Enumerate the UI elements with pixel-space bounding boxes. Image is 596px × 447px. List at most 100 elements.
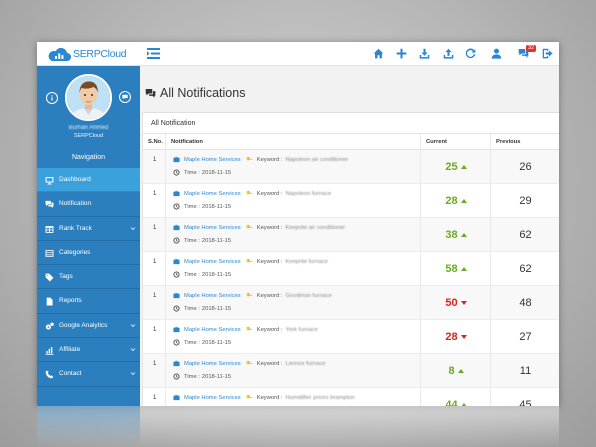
chevron-down-icon	[130, 347, 136, 353]
time-value: 2018-11-15	[201, 237, 232, 244]
current-rank: 25	[421, 150, 491, 184]
company-link[interactable]: Maple Home Services	[184, 190, 241, 197]
sidebar-item-contact[interactable]: Contact	[37, 362, 140, 387]
trend-up-icon	[457, 369, 464, 373]
table-row[interactable]: 1 Maple Home Services Keyword : Keeprite fu…	[143, 252, 559, 286]
table-row[interactable]: 1 Maple Home Services Keyword : Keeprite ai…	[143, 218, 559, 252]
table-row[interactable]: 1 Maple Home Services Keyword : Humidifier …	[143, 388, 559, 406]
brand-logo[interactable]: SERPCloud	[37, 42, 140, 66]
home-icon[interactable]	[373, 48, 384, 59]
clock-icon	[173, 203, 180, 210]
page-title: All Notifications	[145, 85, 245, 101]
current-rank: 8	[421, 354, 491, 388]
current-rank: 28	[421, 184, 491, 218]
info-icon[interactable]	[46, 92, 58, 104]
user-icon[interactable]	[491, 48, 502, 59]
notification-cell: Maple Home Services Keyword : Humidifier p…	[166, 388, 421, 406]
sidebar-item-rank-track[interactable]: Rank Track	[37, 217, 140, 241]
company-link[interactable]: Maple Home Services	[184, 360, 241, 367]
current-value: 28	[445, 195, 458, 207]
table-row[interactable]: 1 Maple Home Services Keyword : Lennox furn…	[143, 354, 559, 388]
time-label: Time :	[184, 237, 200, 244]
time-value: 2018-11-15	[201, 373, 232, 380]
table-row[interactable]: 1 Maple Home Services Keyword : York furnac…	[143, 320, 559, 354]
previous-cell: 62	[491, 218, 559, 252]
company-link[interactable]: Maple Home Services	[184, 326, 241, 333]
previous-cell: 26	[491, 150, 559, 184]
logout-icon[interactable]	[542, 48, 553, 59]
key-icon	[246, 360, 253, 367]
sidebar-item-notification[interactable]: Notification	[37, 192, 140, 217]
indent-menu-icon[interactable]	[147, 48, 160, 59]
notification-line: Maple Home Services Keyword : Napoleon air…	[173, 156, 348, 163]
desktop-icon	[45, 176, 54, 185]
trend-up-icon	[460, 403, 467, 406]
sidebar-item-affiliate[interactable]: Affiliate	[37, 338, 140, 363]
chat-icon[interactable]	[119, 91, 131, 103]
navigation-heading: Navigation	[71, 154, 106, 161]
notification-line: Maple Home Services Keyword : Keeprite fur…	[173, 258, 328, 265]
company-link[interactable]: Maple Home Services	[184, 292, 241, 299]
keyword-value: Lennox furnace	[285, 360, 326, 367]
trend-up-icon	[460, 199, 467, 203]
notification-cell: Maple Home Services Keyword : Lennox furna…	[166, 354, 421, 388]
sidebar-item-label: Reports	[59, 297, 82, 305]
sidebar-item-reports[interactable]: Reports	[37, 289, 140, 314]
company-link[interactable]: Maple Home Services	[184, 394, 241, 401]
company-link[interactable]: Maple Home Services	[184, 258, 241, 265]
phone-icon	[45, 370, 54, 379]
time-value: 2018-11-15	[201, 169, 232, 176]
time-line: Time :2018-11-15	[173, 203, 231, 210]
sidebar-item-tags[interactable]: Tags	[37, 265, 140, 290]
notification-cell: Maple Home Services Keyword : Napoleon fur…	[166, 184, 421, 218]
plus-icon[interactable]	[396, 48, 407, 59]
table-row[interactable]: 1 Maple Home Services Keyword : Napoleon ai…	[143, 150, 559, 184]
keyword-value: Keeprite air conditioner	[285, 224, 346, 231]
notification-line: Maple Home Services Keyword : Lennox furna…	[173, 360, 325, 367]
time-line: Time :2018-11-15	[173, 339, 231, 346]
briefcase-icon	[173, 326, 180, 333]
key-icon	[246, 326, 253, 333]
previous-value: 26	[519, 161, 532, 173]
time-line: Time :2018-11-15	[173, 305, 231, 312]
sidebar-item-dashboard[interactable]: Dashboard	[37, 168, 140, 193]
current-value: 58	[445, 263, 458, 275]
table-row[interactable]: 1 Maple Home Services Keyword : Napoleon fu…	[143, 184, 559, 218]
sidebar-item-categories[interactable]: Categories	[37, 241, 140, 266]
keyword-label: Keyword :	[256, 326, 283, 333]
notification-cell: Maple Home Services Keyword : Napoleon air…	[166, 150, 421, 184]
reflection	[37, 406, 559, 447]
current-cell: 58	[421, 252, 491, 286]
column-header-current: Current	[421, 134, 491, 150]
company-link[interactable]: Maple Home Services	[184, 224, 241, 231]
serial-number: 1	[143, 320, 166, 354]
previous-value: 62	[519, 263, 532, 275]
table-row[interactable]: 1 Maple Home Services Keyword : Goodman fur…	[143, 286, 559, 320]
chevron-down-icon	[130, 323, 136, 329]
current-rank: 38	[421, 218, 491, 252]
sidebar-item-google-analytics[interactable]: Google Analytics	[37, 314, 140, 339]
previous-value: 45	[519, 399, 532, 406]
keyword-value: Keeprite furnace	[285, 258, 329, 265]
download-icon[interactable]	[419, 48, 430, 59]
time-line: Time :2018-11-15	[173, 271, 231, 278]
serial-number: 1	[143, 388, 166, 406]
current-cell: 25	[421, 150, 491, 184]
trend-up-icon	[460, 165, 467, 169]
sidebar-item-label: Dashboard	[59, 176, 91, 183]
trend-down-icon	[460, 301, 467, 305]
current-rank: 50	[421, 286, 491, 320]
company-link[interactable]: Maple Home Services	[184, 156, 241, 163]
notifications-panel: All Notification S.No. Notification Curren…	[142, 112, 559, 406]
comments-icon[interactable]	[518, 48, 529, 59]
upload-icon[interactable]	[443, 48, 454, 59]
tags-icon	[45, 273, 54, 282]
sidebar-menu: Dashboard Notification Rank Track Categorie…	[37, 168, 140, 387]
refresh-icon[interactable]	[465, 48, 476, 59]
trend-down-icon	[460, 335, 467, 339]
serial-number: 1	[143, 252, 166, 286]
key-icon	[246, 190, 253, 197]
time-label: Time :	[184, 373, 200, 380]
avatar[interactable]	[65, 74, 112, 121]
clock-icon	[173, 237, 180, 244]
